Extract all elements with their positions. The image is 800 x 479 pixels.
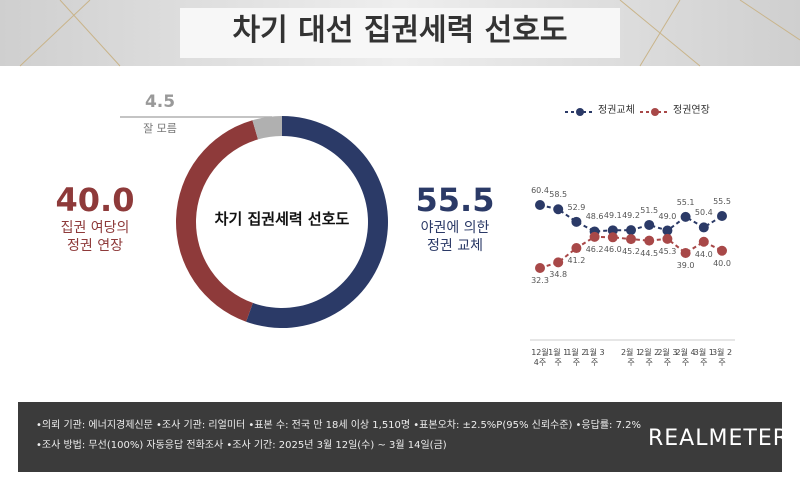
donut-segment bbox=[176, 120, 259, 322]
data-label: 50.4 bbox=[694, 208, 713, 218]
legend-label: 정권교체 bbox=[598, 105, 635, 116]
data-point bbox=[607, 225, 618, 236]
data-label: 49.1 bbox=[603, 211, 622, 221]
x-tick-label: 2월 1주 bbox=[620, 348, 642, 367]
data-point bbox=[571, 243, 582, 254]
data-point bbox=[626, 225, 636, 236]
donut-category-label: 야권에 의한 정권 교체 bbox=[420, 220, 490, 254]
data-point bbox=[717, 210, 727, 221]
donut-category-label: 잘 모름 bbox=[143, 122, 177, 135]
data-label: 40.0 bbox=[713, 258, 731, 268]
data-label: 44.0 bbox=[694, 249, 713, 259]
footer-note: •조사 방법: 무선(100%) 자동응답 전화조사 •조사 기간: 2025년… bbox=[36, 440, 447, 451]
data-point bbox=[680, 247, 691, 258]
x-tick-label: 1월 3주 bbox=[584, 348, 605, 367]
data-label: 41.2 bbox=[567, 256, 586, 266]
x-tick-label: 12월 4주 bbox=[531, 348, 549, 367]
donut-category-label: 집권 여당의 정권 연장 bbox=[60, 220, 130, 254]
data-point bbox=[698, 222, 709, 233]
data-point bbox=[717, 245, 727, 256]
donut-value-label: 40.0 bbox=[55, 181, 135, 219]
header-deco bbox=[19, 0, 800, 67]
data-point bbox=[626, 234, 636, 245]
x-tick-label: 2월 3주 bbox=[657, 348, 678, 367]
data-point bbox=[662, 233, 673, 244]
data-point bbox=[680, 211, 691, 222]
donut-segment bbox=[252, 116, 282, 140]
x-tick-label: 1월 2주 bbox=[566, 348, 587, 367]
data-label: 44.5 bbox=[640, 248, 659, 258]
data-label: 52.9 bbox=[567, 202, 586, 212]
logo: REALMETER bbox=[648, 426, 789, 451]
data-point bbox=[553, 257, 564, 268]
data-label: 55.5 bbox=[713, 196, 731, 206]
data-label: 34.8 bbox=[549, 270, 568, 280]
data-label: 39.0 bbox=[676, 260, 695, 270]
data-label: 45.2 bbox=[622, 247, 640, 257]
data-label: 49.2 bbox=[622, 211, 640, 221]
footer-note: •의뢰 기관: 에너지경제신문 •조사 기관: 리얼미터 •표본 수: 전국 만… bbox=[36, 420, 641, 431]
data-label: 48.6 bbox=[585, 212, 604, 222]
x-tick-label: 3월 1주 bbox=[693, 348, 714, 367]
data-point bbox=[644, 235, 655, 246]
data-label: 58.5 bbox=[549, 190, 568, 200]
legend-swatch bbox=[576, 108, 584, 116]
x-tick-label: 1월 1주 bbox=[548, 348, 569, 367]
data-label: 32.3 bbox=[531, 276, 549, 285]
donut-segment bbox=[246, 116, 388, 328]
data-point bbox=[698, 236, 709, 247]
title-box bbox=[180, 8, 620, 58]
data-point bbox=[607, 232, 618, 243]
data-label: 51.5 bbox=[640, 205, 659, 215]
footer-band bbox=[18, 402, 782, 472]
data-point bbox=[589, 231, 600, 242]
x-tick-label: 2월 2주 bbox=[639, 348, 660, 367]
data-point bbox=[662, 225, 673, 236]
donut-value-label: 55.5 bbox=[415, 181, 495, 219]
data-point bbox=[535, 200, 545, 210]
x-tick-label: 2월 4주 bbox=[675, 348, 696, 367]
legend-swatch bbox=[651, 108, 659, 116]
data-point bbox=[553, 204, 564, 215]
donut-center-title: 차기 집권세력 선호도 bbox=[214, 210, 350, 228]
donut-value-label: 4.5 bbox=[144, 92, 176, 112]
data-label: 55.1 bbox=[676, 197, 695, 207]
data-label: 46.0 bbox=[603, 245, 622, 255]
data-point bbox=[535, 263, 545, 273]
x-tick-label: 3월 2주 bbox=[711, 348, 733, 367]
data-label: 46.2 bbox=[585, 244, 604, 254]
page-title: 차기 대선 집권세력 선호도 bbox=[232, 13, 568, 48]
data-label: 60.4 bbox=[531, 186, 549, 195]
data-point bbox=[644, 219, 655, 230]
legend-label: 정권연장 bbox=[673, 105, 710, 116]
data-point bbox=[571, 216, 582, 227]
data-label: 45.3 bbox=[658, 246, 677, 256]
data-label: 49.0 bbox=[658, 211, 677, 221]
